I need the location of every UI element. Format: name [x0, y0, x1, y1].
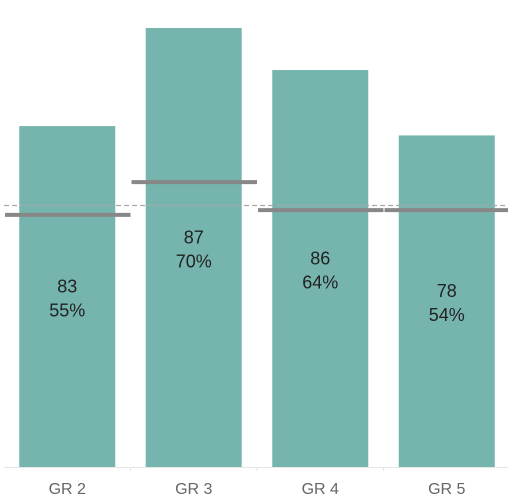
data-label-percent: 64%: [302, 273, 338, 293]
x-tick-label: GR 3: [175, 481, 212, 498]
x-tick-label: GR 2: [49, 481, 86, 498]
bar-1: [19, 126, 116, 467]
x-tick-label: GR 5: [428, 481, 465, 498]
x-tick-label: GR 4: [302, 481, 339, 498]
bar-3: [272, 70, 369, 468]
data-label-percent: 55%: [49, 301, 85, 321]
data-label-percent: 54%: [429, 305, 465, 325]
data-label-count: 87: [184, 228, 204, 248]
data-label-count: 86: [310, 249, 330, 269]
data-label-count: 78: [437, 281, 457, 301]
bar-2: [145, 28, 242, 468]
bar-4: [398, 135, 495, 467]
data-label-count: 83: [57, 277, 77, 297]
data-label-percent: 70%: [176, 252, 212, 272]
